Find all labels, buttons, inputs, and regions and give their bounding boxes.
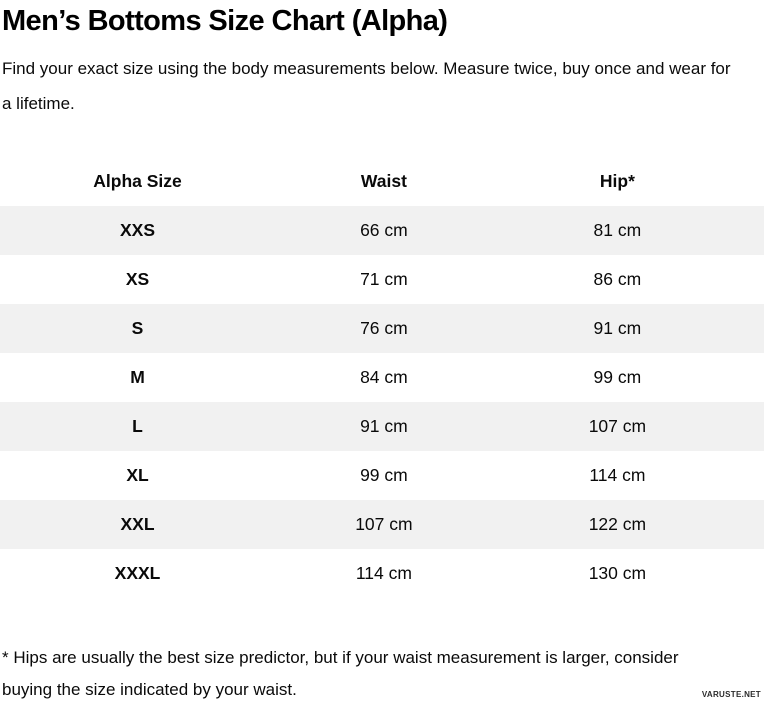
alpha-size-cell: XXXL	[114, 563, 161, 583]
waist-cell: 107 cm	[355, 514, 413, 534]
alpha-size-cell: XL	[126, 465, 149, 485]
page-title: Men’s Bottoms Size Chart (Alpha)	[2, 5, 448, 37]
hip-cell: 130 cm	[588, 563, 647, 583]
hip-cell: 81 cm	[593, 220, 642, 240]
table-row: XL 99 cm 114 cm	[0, 451, 764, 500]
alpha-size-cell: L	[132, 416, 143, 436]
table-row: L 91 cm 107 cm	[0, 402, 764, 451]
table-row: XXXL 114 cm 130 cm	[0, 549, 764, 598]
waist-cell: 84 cm	[360, 367, 408, 387]
watermark-varuste-net: VARUSTE.NET	[701, 690, 761, 699]
waist-cell: 99 cm	[360, 465, 408, 485]
hip-cell: 107 cm	[588, 416, 647, 436]
table-row: S 76 cm 91 cm	[0, 304, 764, 353]
waist-cell: 91 cm	[360, 416, 408, 436]
table-row: XXS 66 cm 81 cm	[0, 206, 764, 255]
table-row: M 84 cm 99 cm	[0, 353, 764, 402]
column-header-waist: Waist	[275, 156, 493, 206]
alpha-size-cell: XXL	[120, 514, 155, 534]
alpha-size-cell: S	[131, 318, 144, 338]
table-row: XXL 107 cm 122 cm	[0, 500, 764, 549]
waist-cell: 114 cm	[355, 563, 412, 583]
column-header-alpha-size: Alpha Size	[0, 156, 276, 206]
page-subtitle: Find your exact size using the body meas…	[2, 59, 731, 113]
waist-cell: 71 cm	[360, 269, 408, 289]
table-row: XS 71 cm 86 cm	[0, 255, 764, 304]
hip-cell: 122 cm	[588, 514, 647, 534]
hip-cell: 91 cm	[593, 318, 642, 338]
alpha-size-cell: XXS	[120, 220, 156, 240]
waist-cell: 66 cm	[360, 220, 408, 240]
waist-cell: 76 cm	[360, 318, 408, 338]
hip-cell: 99 cm	[593, 367, 642, 387]
table-header-row: Alpha Size Waist Hip*	[0, 156, 764, 206]
hip-cell: 86 cm	[593, 269, 642, 289]
size-chart-table: Alpha Size Waist Hip* XXS 66 cm 81 cm XS 71 …	[0, 156, 764, 598]
hip-footnote: * Hips are usually the best size predict…	[2, 648, 679, 699]
alpha-size-cell: M	[130, 367, 145, 387]
hip-cell: 114 cm	[589, 465, 646, 485]
column-header-hip: Hip*	[492, 156, 764, 206]
alpha-size-cell: XS	[125, 269, 150, 289]
